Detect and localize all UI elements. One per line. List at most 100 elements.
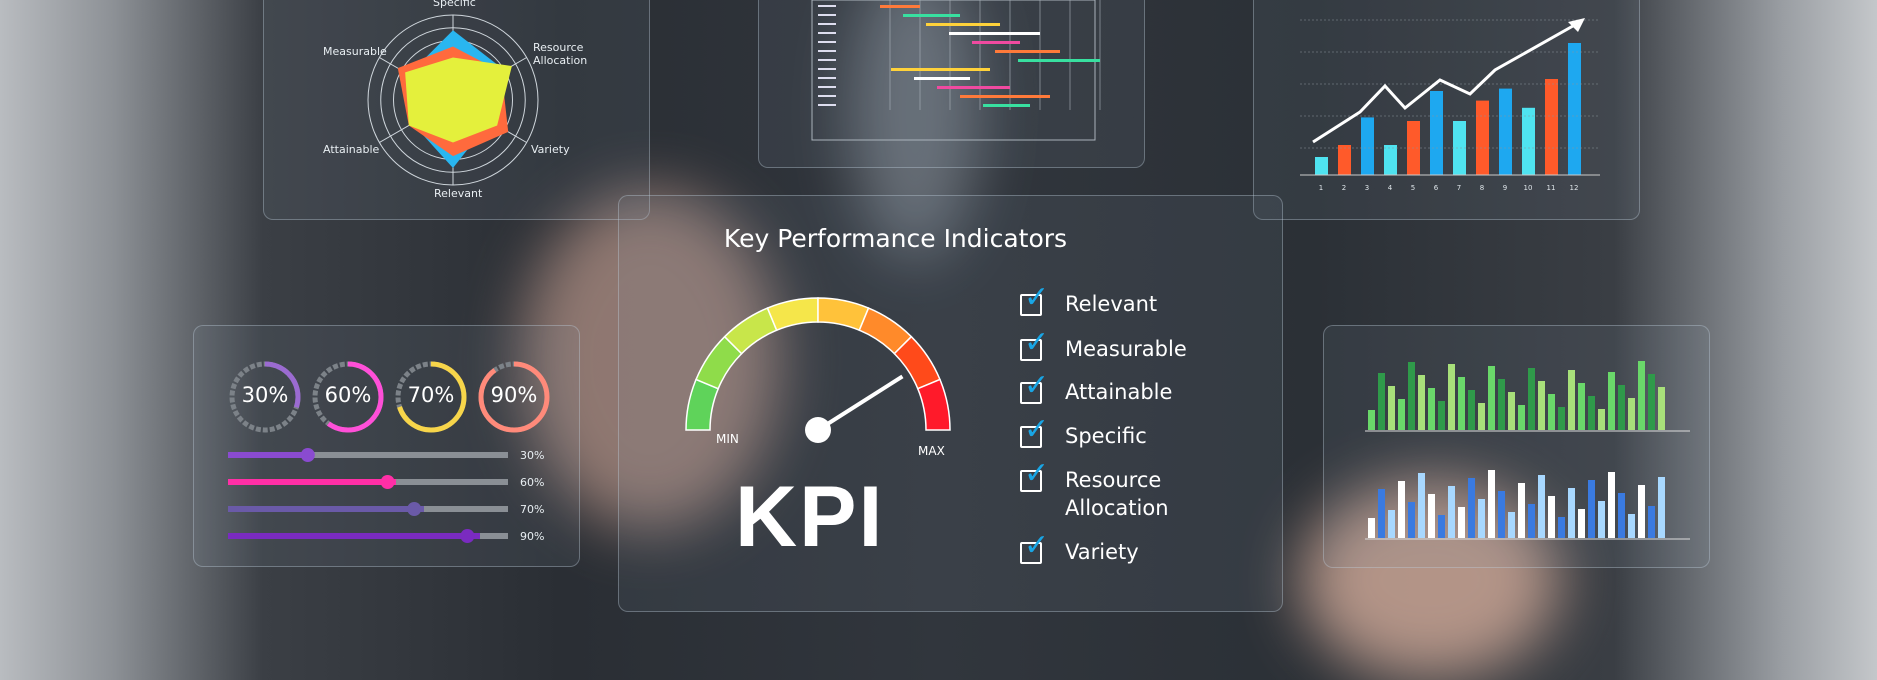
bar: [1545, 79, 1558, 175]
mini-bar: [1608, 472, 1615, 538]
gantt-bar: [949, 32, 1040, 35]
mini-bar: [1418, 473, 1425, 538]
gantt-row-label: [818, 59, 836, 61]
bar: [1430, 91, 1443, 175]
mini-bar: [1388, 386, 1395, 430]
x-tick-label: 6: [1434, 184, 1439, 192]
gantt-bar: [914, 77, 970, 80]
trend-arrow-icon: [1568, 18, 1585, 32]
trend-line: [1312, 20, 1581, 144]
slider-track: [228, 452, 508, 458]
ring-label: 60%: [324, 383, 372, 407]
mini-bar: [1568, 488, 1575, 538]
checkmark-icon: ✓: [1024, 280, 1050, 315]
kpi-panel: [618, 195, 1283, 612]
mini-bar: [1618, 493, 1625, 538]
mini-bar: [1468, 478, 1475, 538]
mini-bar: [1648, 506, 1655, 538]
mini-bar: [1368, 410, 1375, 430]
mini-bar: [1578, 383, 1585, 430]
gauge-min-label: MIN: [716, 432, 739, 446]
slider-thumb: [407, 502, 422, 516]
mini-bar: [1518, 483, 1525, 538]
mini-bar: [1418, 375, 1425, 430]
ring-progress: [395, 361, 467, 433]
mini-bar: [1658, 387, 1665, 430]
mini-bar: [1448, 364, 1455, 430]
mini-bar: [1558, 407, 1565, 430]
mini-bar: [1408, 502, 1415, 538]
x-tick-label: 12: [1570, 184, 1579, 192]
bar: [1522, 107, 1535, 175]
gantt-bar: [926, 23, 1000, 26]
gantt-row-label: [818, 5, 836, 7]
mini-bar: [1628, 398, 1635, 430]
checklist-label: Specific: [1065, 424, 1147, 448]
gauge-hub: [805, 417, 831, 443]
gantt-row-label: [818, 41, 836, 43]
checkmark-icon: ✓: [1024, 528, 1050, 563]
bar: [1568, 43, 1581, 175]
gantt-row-label: [818, 86, 836, 88]
slider-label: 30%: [520, 449, 545, 462]
mini-bar: [1478, 403, 1485, 430]
checkbox-icon: [1020, 542, 1042, 564]
gauge-max-label: MAX: [918, 444, 945, 458]
checkmark-icon: ✓: [1024, 325, 1050, 360]
radar-label: Specific: [433, 0, 476, 9]
gantt-row-label: [818, 14, 836, 16]
ring-label: 30%: [241, 383, 289, 407]
mini-bar: [1588, 396, 1595, 430]
slider-fill: [228, 452, 312, 458]
mini-bar: [1378, 373, 1385, 430]
gantt-bar: [937, 86, 1010, 89]
gauge-segment: [916, 378, 951, 431]
gantt-bar: [903, 14, 960, 17]
mini-bar: [1378, 489, 1385, 538]
bar: [1384, 145, 1397, 175]
checkbox-icon: [1020, 426, 1042, 448]
checklist-label: Variety: [1065, 540, 1139, 564]
mini-bar: [1528, 504, 1535, 538]
bar: [1361, 117, 1374, 175]
gantt-row-label: [818, 77, 836, 79]
mini-bar: [1538, 475, 1545, 538]
slider-label: 90%: [520, 530, 545, 543]
mini-bar: [1638, 485, 1645, 538]
slider-label: 60%: [520, 476, 545, 489]
ring-progress: [312, 361, 384, 433]
x-tick-label: 1: [1319, 184, 1323, 192]
mini-bar: [1488, 366, 1495, 430]
mini-bar: [1388, 510, 1395, 538]
checkbox-icon: [1020, 382, 1042, 404]
checkmark-icon: ✓: [1024, 368, 1050, 403]
checklist-label: Attainable: [1065, 380, 1173, 404]
x-tick-label: 8: [1480, 184, 1484, 192]
mini-bar: [1478, 499, 1485, 538]
radar-label: Attainable: [323, 143, 380, 156]
mini-bar: [1548, 496, 1555, 538]
slider-fill: [228, 533, 480, 539]
gantt-row-label: [818, 104, 836, 106]
gantt-bar: [960, 95, 1050, 98]
radar-label: Variety: [531, 143, 570, 156]
x-tick-label: 2: [1342, 184, 1346, 192]
mini-bar: [1468, 390, 1475, 430]
mini-bar: [1578, 509, 1585, 538]
mini-charts-panel: [1323, 325, 1710, 568]
gantt-bar: [983, 104, 1030, 107]
mini-bar: [1438, 515, 1445, 538]
mini-bar: [1598, 409, 1605, 430]
mini-bar: [1548, 394, 1555, 430]
mini-bar: [1508, 392, 1515, 430]
mini-bar: [1628, 514, 1635, 538]
gantt-bar: [995, 50, 1060, 53]
slider-thumb: [460, 529, 475, 543]
checkmark-icon: ✓: [1024, 412, 1050, 447]
gauge-needle: [816, 374, 904, 432]
mini-bar: [1538, 381, 1545, 430]
checklist-label: Measurable: [1065, 337, 1187, 361]
radar-label: Resource Allocation: [533, 41, 588, 67]
ring-progress: [478, 361, 550, 433]
gantt-row-label: [818, 32, 836, 34]
